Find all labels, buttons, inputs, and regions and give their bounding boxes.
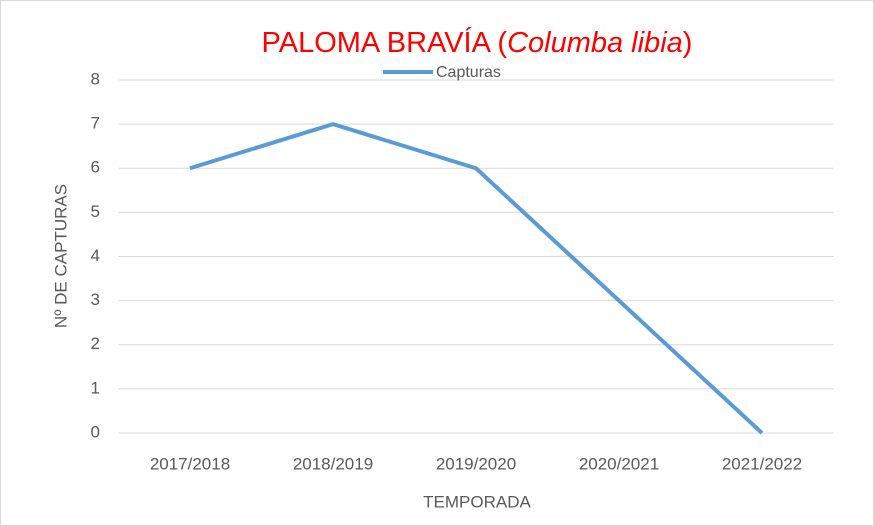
x-tick-label: 2018/2019 xyxy=(293,454,373,473)
y-tick-label: 7 xyxy=(91,114,100,133)
y-tick-label: 0 xyxy=(91,422,100,441)
y-tick-label: 6 xyxy=(91,158,100,177)
data-line xyxy=(189,122,764,435)
x-tick-label: 2019/2020 xyxy=(436,454,516,473)
x-axis-label: TEMPORADA xyxy=(423,492,531,511)
y-axis-label: Nº DE CAPTURAS xyxy=(51,184,70,328)
y-tick-label: 3 xyxy=(91,290,100,309)
title-part: PALOMA BRAVÍA ( xyxy=(262,26,508,59)
legend-label: Capturas xyxy=(436,64,501,81)
y-tick-label: 5 xyxy=(91,202,100,221)
y-tick-label: 2 xyxy=(91,334,100,353)
x-tick-label: 2021/2022 xyxy=(722,454,802,473)
y-tick-label: 4 xyxy=(91,246,100,265)
title-part: ) xyxy=(683,27,693,59)
title-part: Columba libia xyxy=(507,27,683,59)
y-tick-label: 8 xyxy=(91,69,100,88)
x-tick-label: 2017/2018 xyxy=(150,454,230,473)
chart-title: PALOMA BRAVÍA (Columba libia) xyxy=(262,26,693,59)
x-tick-label: 2020/2021 xyxy=(579,454,659,473)
y-tick-label: 1 xyxy=(91,378,100,397)
